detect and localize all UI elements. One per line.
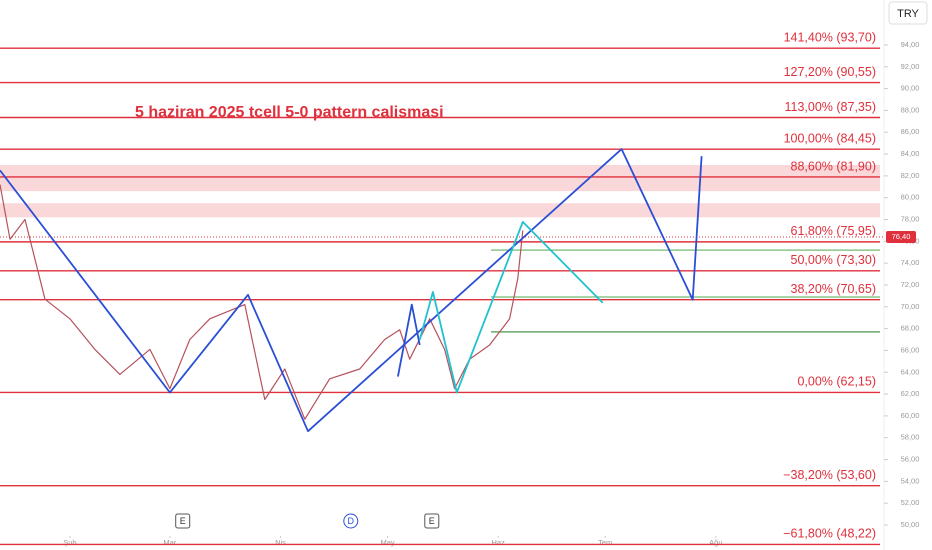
fib-label: 141,40% (93,70)	[784, 31, 876, 45]
y-tick-label: 82,00	[901, 171, 920, 180]
event-marker	[343, 513, 359, 529]
y-tick-label: 92,00	[901, 62, 920, 71]
series-line	[0, 184, 524, 420]
fib-label: 50,00% (73,30)	[791, 253, 876, 267]
y-tick-label: 54,00	[901, 476, 920, 485]
x-tick-label: Şub	[63, 538, 76, 547]
y-tick-label: 88,00	[901, 105, 920, 114]
fib-label: 127,20% (90,55)	[784, 65, 876, 79]
series-line	[0, 148, 703, 433]
currency-label: TRY	[897, 8, 919, 20]
y-tick-label: 60,00	[901, 411, 920, 420]
y-tick-label: 72,00	[901, 280, 920, 289]
fib-label: 38,20% (70,65)	[791, 282, 876, 296]
x-tick-label: Ağu	[709, 538, 722, 547]
y-tick-label: 52,00	[901, 498, 920, 507]
x-tick-label: May	[380, 538, 394, 547]
x-tick-label: Nis	[275, 538, 286, 547]
fib-label: 100,00% (84,45)	[784, 131, 876, 145]
y-tick-label: 84,00	[901, 149, 920, 158]
series-line	[397, 303, 421, 377]
y-tick-label: 80,00	[901, 193, 920, 202]
event-marker	[424, 513, 440, 529]
fib-label: 113,00% (87,35)	[785, 100, 877, 114]
last-price-label: 76,40	[892, 232, 911, 241]
x-tick-label: Tem	[598, 538, 612, 547]
fib-label: −61,80% (48,22)	[783, 527, 876, 541]
y-tick-label: 64,00	[901, 367, 920, 376]
fib-label: 61,80% (75,95)	[791, 224, 876, 238]
x-tick-label: Haz	[491, 538, 505, 547]
y-tick-label: 66,00	[901, 345, 920, 354]
event-label: E	[180, 516, 186, 526]
event-label: D	[348, 516, 355, 526]
y-tick-label: 50,00	[901, 520, 920, 529]
series-line	[418, 221, 604, 394]
y-tick-label: 68,00	[901, 324, 920, 333]
x-tick-label: Mar	[163, 538, 176, 547]
fib-label: −38,20% (53,60)	[783, 468, 876, 482]
y-tick-label: 74,00	[901, 258, 920, 267]
zone	[0, 203, 880, 218]
event-marker	[175, 513, 191, 529]
y-tick-label: 90,00	[901, 84, 920, 93]
y-tick-label: 58,00	[901, 433, 920, 442]
fib-label: 88,60% (81,90)	[791, 159, 876, 173]
last-price-tag	[886, 230, 916, 243]
y-tick-label: 62,00	[901, 389, 920, 398]
y-tick-label: 94,00	[901, 40, 920, 49]
y-tick-label: 56,00	[901, 455, 920, 464]
chart-title: 5 haziran 2025 tcell 5-0 pattern calisma…	[135, 104, 444, 121]
y-tick-label: 78,00	[901, 215, 920, 224]
y-tick-label: 86,00	[901, 127, 920, 136]
event-label: E	[429, 516, 435, 526]
fib-label: 0,00% (62,15)	[797, 375, 876, 389]
zone	[0, 164, 880, 192]
y-tick-label: 70,00	[901, 302, 920, 311]
currency-button[interactable]	[888, 1, 928, 25]
